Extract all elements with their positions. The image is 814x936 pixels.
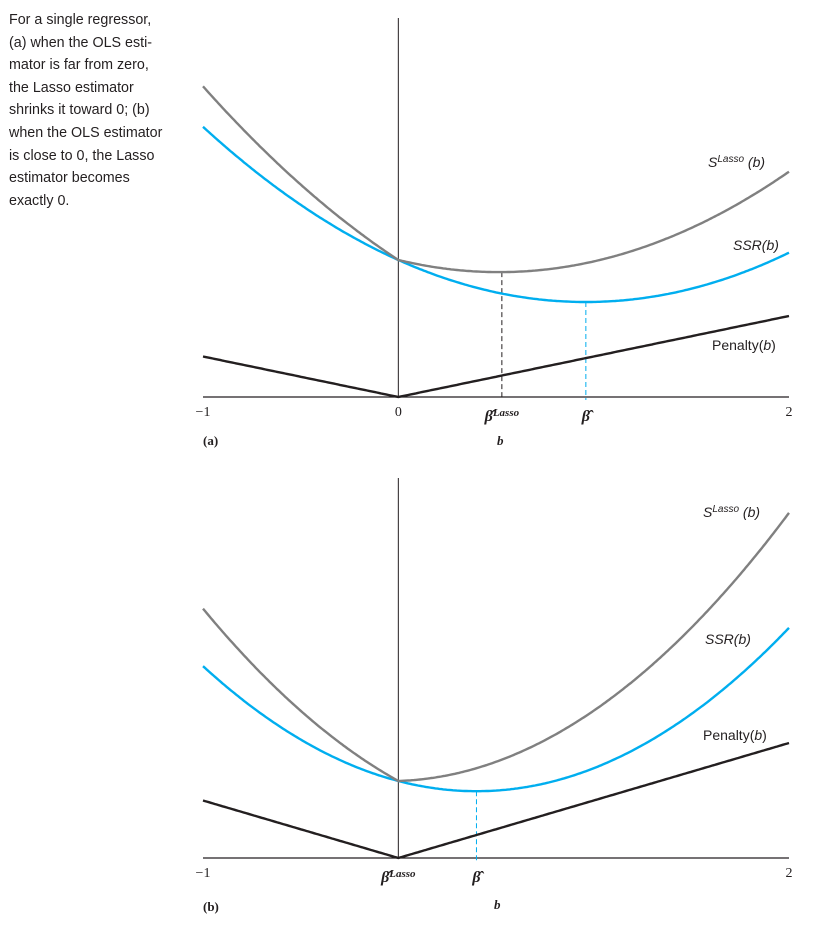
x-tick-label-a: −1	[196, 405, 211, 420]
x-axis-label-a: b	[497, 433, 504, 448]
panel-label-b: (b)	[203, 899, 219, 914]
caption-line: For a single regressor,	[9, 12, 152, 28]
x-tick-label-b: 2	[786, 866, 793, 881]
caption-line: is close to 0, the Lasso	[9, 147, 155, 164]
ssr-label-b: SSR(b)	[705, 631, 751, 647]
s-lasso-label-a: SLasso (b)	[708, 154, 765, 170]
ssr-curve-a	[202, 125, 790, 304]
ssr-label-a: SSR(b)	[733, 237, 779, 253]
penalty-label-a: Penalty(b)	[712, 337, 776, 353]
beta-lasso-tick-label-a: β̂Lasso	[484, 407, 520, 425]
penalty-label-b: Penalty(b)	[703, 727, 767, 743]
caption-line: estimator becomes	[9, 170, 130, 187]
beta-hat-tick-label-a: β̂	[581, 408, 594, 425]
penalty-curve-a	[202, 314, 790, 399]
penalty-curve-b	[202, 741, 790, 860]
caption-line: shrinks it toward 0; (b)	[9, 102, 150, 119]
caption-line: when the OLS estimator	[9, 124, 163, 141]
s-lasso-curve-a	[202, 85, 790, 274]
figure-caption: For a single regressor, (a) when the OLS…	[9, 9, 179, 212]
s-lasso-curve-b	[202, 512, 790, 783]
beta-hat-tick-label-b: β̂	[471, 869, 484, 886]
beta-lasso-tick-label-b: β̂Lasso	[380, 868, 416, 886]
caption-line: mator is far from zero,	[9, 57, 149, 74]
x-tick-label-b: −1	[196, 866, 211, 881]
caption-line: exactly 0.	[9, 192, 70, 209]
caption-line: the Lasso estimator	[9, 79, 134, 96]
x-tick-label-a: 2	[786, 405, 793, 420]
ssr-curve-b	[202, 627, 790, 793]
x-axis-label-b: b	[494, 897, 501, 912]
panel-label-a: (a)	[203, 433, 218, 448]
caption-line: (a) when the OLS esti-	[9, 34, 153, 51]
x-tick-label-a: 0	[395, 405, 402, 420]
panel-b-series-labels: SLasso (b) SSR(b) Penalty(b) (b) b	[203, 504, 767, 914]
s-lasso-label-b: SLasso (b)	[703, 504, 760, 520]
panel-a-series-labels: SLasso (b) SSR(b) Penalty(b) (a) b	[203, 154, 779, 448]
